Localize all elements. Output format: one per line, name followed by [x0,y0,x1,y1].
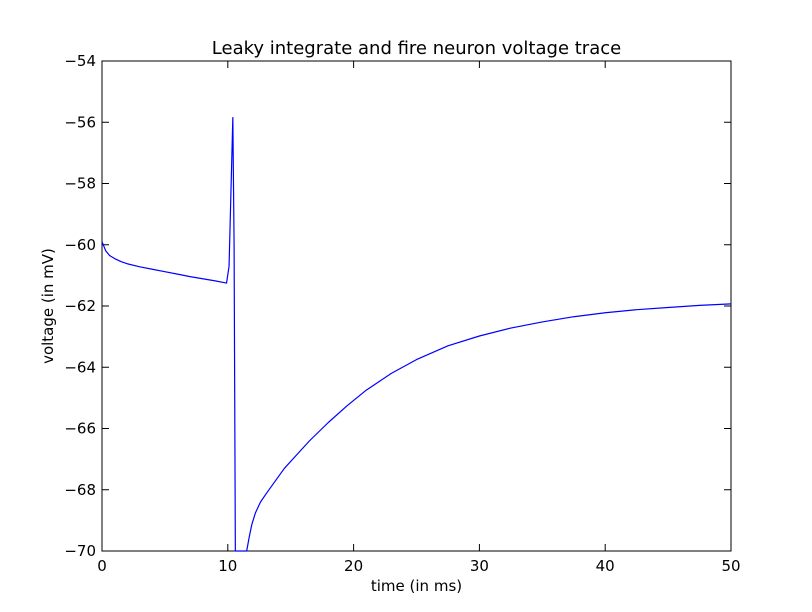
x-tick-label: 0 [97,557,107,575]
y-tick-label: −58 [64,175,96,193]
y-tick-label: −66 [64,420,96,438]
plot-area-frame [101,60,732,552]
y-tick-label: −62 [64,297,96,315]
y-tick-label: −70 [64,542,96,560]
y-tick-label: −54 [64,52,96,70]
y-tick-label: −60 [64,236,96,254]
y-axis-label: voltage (in mV) [39,248,57,364]
x-tick-label: 10 [218,557,237,575]
y-tick-label: −64 [64,358,96,376]
y-axis-ticks: −70 −68 −66 −64 −62 −60 −58 −56 −54 [64,52,731,560]
x-tick-label: 40 [596,557,615,575]
x-tick-label: 50 [721,557,740,575]
y-tick-label: −68 [64,481,96,499]
y-tick-label: −56 [64,113,96,131]
voltage-trace-line [101,117,732,552]
series-layer [101,117,732,552]
x-axis-ticks: 0 10 20 30 40 50 [97,61,741,575]
x-axis-label: time (in ms) [371,577,462,595]
x-tick-label: 20 [344,557,363,575]
chart-title: Leaky integrate and fire neuron voltage … [212,38,621,59]
x-tick-label: 30 [470,557,489,575]
